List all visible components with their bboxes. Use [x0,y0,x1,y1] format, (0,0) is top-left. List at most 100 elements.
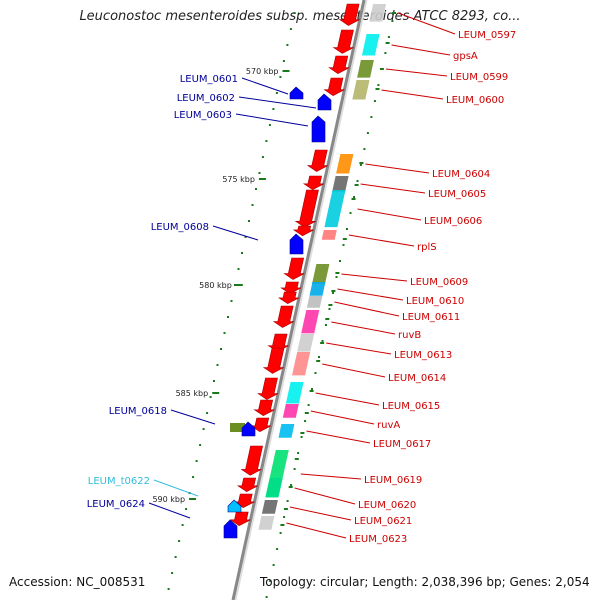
minor-tick [227,316,229,318]
cog-block [309,282,326,296]
minor-tick [269,580,272,582]
reverse-gene-label[interactable]: LEUM_0608 [151,222,209,233]
gene-leader-line [337,288,404,301]
gene-leader-line [153,479,199,497]
cog-tick [280,524,285,526]
forward-gene-label[interactable]: LEUM_0604 [432,169,490,180]
gene-leader-line [289,506,352,521]
forward-gene-label[interactable]: ruvB [398,330,421,341]
forward-gene-label[interactable]: ruvA [377,420,400,431]
cog-block [369,4,387,22]
forward-gene-label[interactable]: gpsA [453,51,478,62]
gene-leader-line [331,321,396,335]
reverse-gene-arrow[interactable] [241,421,256,437]
reverse-gene-arrow[interactable] [289,86,304,100]
forward-gene-arrow[interactable] [278,291,300,305]
forward-gene-label[interactable]: LEUM_0609 [410,277,468,288]
minor-tick [328,308,331,310]
minor-tick [265,596,268,598]
reverse-gene-arrow[interactable] [223,519,238,539]
reverse-gene-arrow[interactable] [289,233,304,255]
forward-gene-arrow[interactable] [280,281,302,295]
forward-gene-arrow[interactable] [338,3,360,26]
backbone-line [231,0,366,600]
cog-block [297,334,315,352]
forward-gene-arrow[interactable] [233,493,255,509]
forward-gene-label[interactable]: LEUM_0621 [354,516,412,527]
forward-gene-label[interactable]: LEUM_0606 [424,216,482,227]
forward-gene-arrow[interactable] [262,347,285,374]
cog-color-layer [230,4,397,530]
gene-leader-line [235,113,309,127]
forward-gene-label[interactable]: LEUM_0597 [458,30,516,41]
forward-gene-arrow[interactable] [257,377,279,400]
forward-gene-label[interactable]: LEUM_0614 [388,373,446,384]
forward-gene-arrow[interactable] [283,257,305,280]
forward-gene-arrow[interactable] [250,417,272,433]
forward-gene-arrow[interactable] [253,399,275,416]
forward-gene-arrow[interactable] [323,77,345,96]
cog-block [321,230,337,240]
accession-text: Accession: NC_008531 [9,575,146,589]
forward-gene-label[interactable]: LEUM_0599 [450,72,508,83]
reverse-gene-label[interactable]: LEUM_0618 [109,406,167,417]
forward-gene-label[interactable]: LEUM_0605 [428,189,486,200]
minor-tick [373,100,376,102]
trna-gene-arrow[interactable] [227,499,242,513]
minor-tick [384,52,387,54]
reverse-gene-label[interactable]: LEUM_0624 [87,499,145,510]
forward-gene-label[interactable]: LEUM_0600 [446,95,504,106]
forward-gene-label[interactable]: LEUM_0619 [364,475,422,486]
cog-block [306,296,323,308]
forward-gene-arrow[interactable] [332,29,354,54]
forward-gene-label[interactable]: LEUM_0613 [394,350,452,361]
minor-tick [279,76,282,78]
kbp-scale: 570 kbp 575 kbp 580 kbp 585 kbp 590 kbp [152,67,290,504]
forward-gene-label[interactable]: rplS [417,242,437,253]
minor-tick [181,524,184,526]
reverse-gene-label[interactable]: LEUM_0602 [177,93,235,104]
forward-gene-label[interactable]: LEUM_0623 [349,534,407,545]
cog-block [261,500,278,514]
forward-gene-arrow[interactable] [294,189,319,228]
minor-tick [213,380,215,382]
cog-tick [379,68,384,70]
forward-gene-label[interactable]: LEUM_0615 [382,401,440,412]
gene-leader-line [148,502,191,519]
reverse-gene-arrow[interactable] [317,93,332,111]
minor-tick [171,572,174,574]
trna-gene-label[interactable]: LEUM_t0622 [88,476,150,487]
reverse-gene-label[interactable]: LEUM_0601 [180,74,238,85]
forward-gene-arrow[interactable] [302,175,325,191]
minor-tick [304,420,307,422]
minor-tick [199,444,202,446]
forward-gene-arrow[interactable] [328,55,350,74]
forward-gene-label[interactable]: LEUM_0620 [358,500,416,511]
reverse-gene-arrow[interactable] [311,115,326,143]
minor-tick [167,588,170,590]
forward-gene-arrow[interactable] [236,477,259,493]
cog-tick [325,318,330,320]
minor-tick [241,252,243,254]
minor-tick [289,28,292,30]
cog-block [230,423,245,432]
forward-gene-arrow[interactable] [229,511,251,527]
cog-block [292,352,311,376]
forward-gene-arrow[interactable] [292,225,314,237]
forward-gene-label[interactable]: LEUM_0617 [373,439,431,450]
forward-gene-arrow[interactable] [240,445,263,476]
gene-leader-line [341,273,408,282]
minor-tick [286,500,289,502]
reverse-gene-label[interactable]: LEUM_0603 [174,110,232,121]
topology-text: Topology: circular; Length: 2,038,396 bp… [260,575,590,589]
minor-tick [265,140,268,142]
forward-gene-label[interactable]: LEUM_0611 [402,312,460,323]
minor-tick [255,188,257,190]
cog-tick [283,508,288,510]
minor-tick [275,92,278,94]
forward-gene-label[interactable]: LEUM_0610 [406,296,464,307]
cog-block [324,190,346,228]
forward-gene-arrow[interactable] [306,149,328,172]
forward-gene-arrow[interactable] [272,305,294,328]
